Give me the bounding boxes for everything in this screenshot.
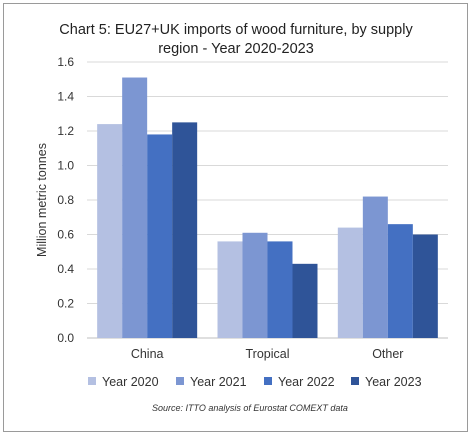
y-tick-label: 0.2 [57,297,74,311]
bar-china-year-2021 [122,77,148,339]
y-axis-ticks: 0.0 0.2 0.4 0.6 0.8 1.0 1.2 1.4 1.6 [57,55,74,345]
y-axis-title: Million metric tonnes [35,143,49,257]
y-tick-label: 1.2 [57,124,74,138]
legend-swatch [176,377,184,385]
y-tick-label: 1.0 [57,159,74,173]
y-tick-label: 0.0 [57,331,74,345]
category-label: China [131,347,164,361]
category-labels: China Tropical Other [131,347,404,361]
y-tick-label: 0.8 [57,193,74,207]
bar-tropical-year-2022 [267,241,293,338]
legend-swatch [351,377,359,385]
bar-other-year-2021 [362,196,388,338]
bar-other-year-2020 [337,227,363,338]
legend-label: Year 2020 [102,375,159,389]
bar-tropical-year-2020 [217,241,243,338]
legend-label: Year 2022 [278,375,335,389]
bar-tropical-year-2023 [292,263,318,338]
bar-china-year-2020 [97,124,123,338]
category-label: Other [372,347,403,361]
bar-china-year-2022 [147,134,173,338]
legend-label: Year 2023 [365,375,422,389]
bars [97,77,438,339]
y-tick-label: 1.6 [57,55,74,69]
source-note: Source: ITTO analysis of Eurostat COMEXT… [152,403,348,413]
chart-frame [3,3,468,432]
chart-title-line-2: region - Year 2020-2023 [158,41,314,57]
category-label: Tropical [246,347,290,361]
legend-swatch [88,377,96,385]
bar-other-year-2023 [412,234,438,338]
y-tick-label: 0.4 [57,262,74,276]
chart-title-line-1: Chart 5: EU27+UK imports of wood furnitu… [59,22,413,38]
y-tick-label: 0.6 [57,228,74,242]
legend: Year 2020 Year 2021 Year 2022 Year 2023 [88,375,422,389]
legend-swatch [264,377,272,385]
bar-china-year-2023 [172,122,198,338]
y-tick-label: 1.4 [57,90,74,104]
bar-tropical-year-2021 [242,232,268,338]
legend-label: Year 2021 [190,375,247,389]
bar-other-year-2022 [387,224,413,338]
